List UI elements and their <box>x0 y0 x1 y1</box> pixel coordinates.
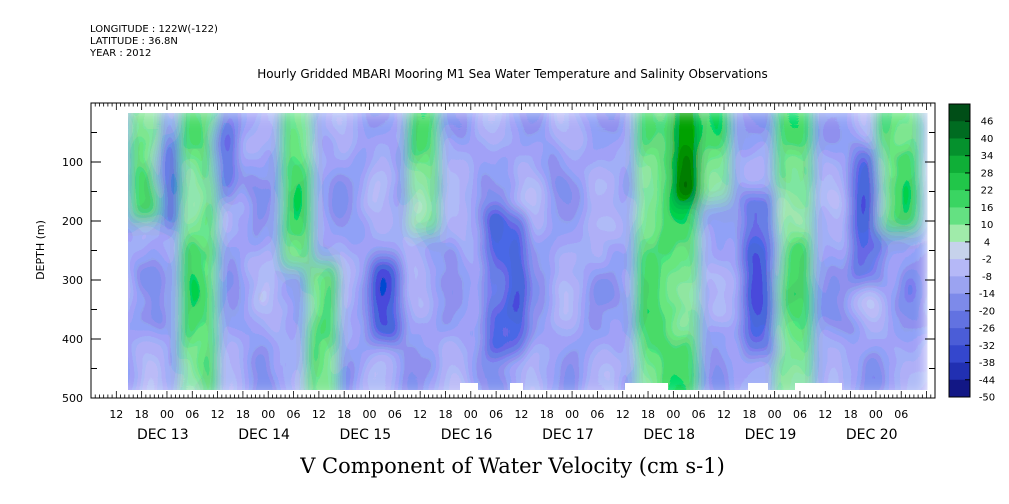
colorbar-tick-label: -32 <box>979 341 995 352</box>
x-hour-label: 12 <box>109 408 123 421</box>
x-hour-label: 12 <box>211 408 225 421</box>
x-hour-label: 18 <box>742 408 756 421</box>
colorbar-swatch <box>949 293 970 312</box>
x-day-label: DEC 14 <box>238 427 290 443</box>
x-hour-label: 18 <box>337 408 351 421</box>
variable-caption: V Component of Water Velocity (cm s-1) <box>0 454 1009 478</box>
latitude-label: LATITUDE : 36.8N <box>90 36 178 47</box>
colorbar-swatch <box>949 328 970 346</box>
x-hour-label: 18 <box>641 408 655 421</box>
x-hour-label: 00 <box>261 408 275 421</box>
x-hour-label: 18 <box>438 408 452 421</box>
x-hour-label: 06 <box>489 408 503 421</box>
colorbar-tick-label: 40 <box>981 134 994 145</box>
colorbar-swatch <box>949 155 970 174</box>
x-hour-label: 06 <box>793 408 807 421</box>
colorbar-swatch <box>949 104 970 122</box>
colorbar: 46 40 34 28 22 16 10 4 -2 -8 -14 -20 -26 -32 -38 -44 -50 <box>948 103 995 404</box>
y-tick-label: 300 <box>62 274 83 287</box>
x-hour-label: 12 <box>413 408 427 421</box>
y-axis-label: DEPTH (m) <box>34 220 47 280</box>
x-day-label: DEC 15 <box>340 427 392 443</box>
colorbar-tick-label: -50 <box>979 393 995 404</box>
year-label: YEAR : 2012 <box>90 48 152 59</box>
colorbar-tick-label: 10 <box>981 220 994 231</box>
x-hour-label: 00 <box>565 408 579 421</box>
colorbar-tick-label: 16 <box>981 203 994 214</box>
x-day-label: DEC 13 <box>137 427 189 443</box>
colorbar-tick-label: -44 <box>979 375 995 386</box>
colorbar-swatch <box>949 207 970 225</box>
x-hour-label: 00 <box>666 408 680 421</box>
x-hour-label: 18 <box>844 408 858 421</box>
colorbar-tick-label: 22 <box>981 186 994 197</box>
colorbar-swatch <box>949 310 970 329</box>
colorbar-swatch <box>949 379 970 398</box>
metadata-block: LONGITUDE : 122W(-122) LATITUDE : 36.8N … <box>90 24 218 60</box>
x-hour-label: 06 <box>185 408 199 421</box>
colorbar-tick-label: 28 <box>981 168 994 179</box>
colorbar-swatch <box>949 138 970 157</box>
x-hour-label: 00 <box>768 408 782 421</box>
colorbar-tick-label: -8 <box>982 272 992 283</box>
colorbar-swatch <box>949 172 970 191</box>
x-day-label: DEC 20 <box>846 427 898 443</box>
x-day-label: DEC 18 <box>643 427 695 443</box>
x-hour-label: 06 <box>287 408 301 421</box>
y-tick-label: 200 <box>62 215 83 228</box>
x-hour-label: 12 <box>312 408 326 421</box>
x-hour-label: 06 <box>692 408 706 421</box>
x-hour-label: 18 <box>540 408 554 421</box>
colorbar-swatch <box>949 345 970 363</box>
x-hour-label: 00 <box>869 408 883 421</box>
x-hour-label: 00 <box>160 408 174 421</box>
colorbar-tick-label: 34 <box>981 151 994 162</box>
colorbar-swatch <box>949 190 970 208</box>
longitude-label: LONGITUDE : 122W(-122) <box>90 24 218 35</box>
colorbar-swatch <box>949 121 970 139</box>
y-tick-label: 400 <box>62 333 83 346</box>
x-hour-label: 12 <box>818 408 832 421</box>
x-hour-label: 18 <box>135 408 149 421</box>
x-day-label: DEC 17 <box>542 427 594 443</box>
x-axis: 12 18 00 06 12 18 00 06 12 18 00 06 12 18 00 06 12 18 00 06… <box>90 103 936 443</box>
colorbar-swatch <box>949 224 970 243</box>
chart-title: Hourly Gridded MBARI Mooring M1 Sea Wate… <box>0 67 1009 81</box>
colorbar-tick-label: -2 <box>982 255 992 266</box>
colorbar-tick-label: -38 <box>979 358 995 369</box>
colorbar-swatch <box>949 259 970 277</box>
x-day-label: DEC 19 <box>745 427 797 443</box>
colorbar-tick-label: 46 <box>981 117 994 128</box>
heatmap-field <box>128 113 928 390</box>
colorbar-tick-label: 4 <box>984 237 990 248</box>
x-hour-label: 06 <box>590 408 604 421</box>
colorbar-swatch <box>949 276 970 294</box>
missing-data-gaps <box>460 383 842 390</box>
x-hour-label: 12 <box>514 408 528 421</box>
x-hour-label: 06 <box>388 408 402 421</box>
heatmap-cells <box>128 113 928 390</box>
x-hour-label: 00 <box>464 408 478 421</box>
colorbar-tick-label: -20 <box>979 306 995 317</box>
y-axis: 100 200 300 400 500 <box>62 102 935 405</box>
y-tick-label: 500 <box>62 392 83 405</box>
colorbar-swatch <box>949 241 970 260</box>
x-hour-label: 18 <box>236 408 250 421</box>
y-tick-label: 100 <box>62 156 83 169</box>
x-hour-label: 00 <box>363 408 377 421</box>
x-hour-label: 12 <box>616 408 630 421</box>
colorbar-tick-label: -26 <box>979 324 995 335</box>
x-hour-label: 06 <box>894 408 908 421</box>
colorbar-swatch <box>949 362 970 381</box>
x-hour-label: 12 <box>717 408 731 421</box>
chart-title-text: Hourly Gridded MBARI Mooring M1 Sea Wate… <box>257 67 768 81</box>
x-day-label: DEC 16 <box>441 427 493 443</box>
colorbar-frame <box>948 103 971 398</box>
variable-caption-text: V Component of Water Velocity (cm s-1) <box>300 454 725 478</box>
colorbar-tick-label: -14 <box>979 289 995 300</box>
